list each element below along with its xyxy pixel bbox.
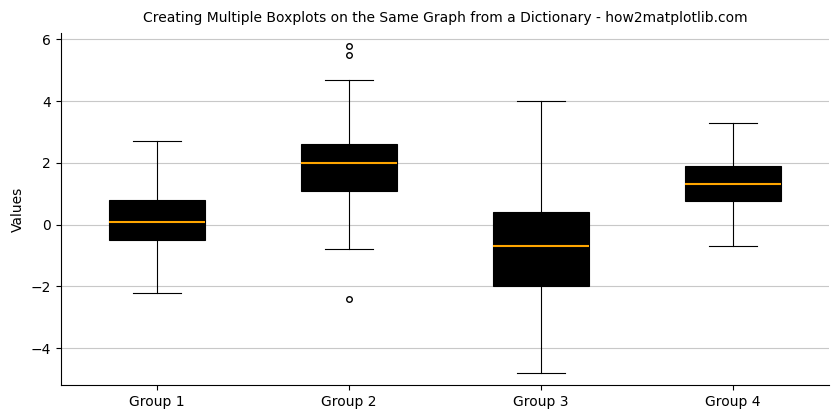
PathPatch shape — [108, 200, 205, 240]
Y-axis label: Values: Values — [11, 186, 25, 232]
Title: Creating Multiple Boxplots on the Same Graph from a Dictionary - how2matplotlib.: Creating Multiple Boxplots on the Same G… — [143, 11, 747, 25]
PathPatch shape — [301, 144, 396, 191]
PathPatch shape — [493, 212, 589, 286]
PathPatch shape — [685, 166, 781, 202]
